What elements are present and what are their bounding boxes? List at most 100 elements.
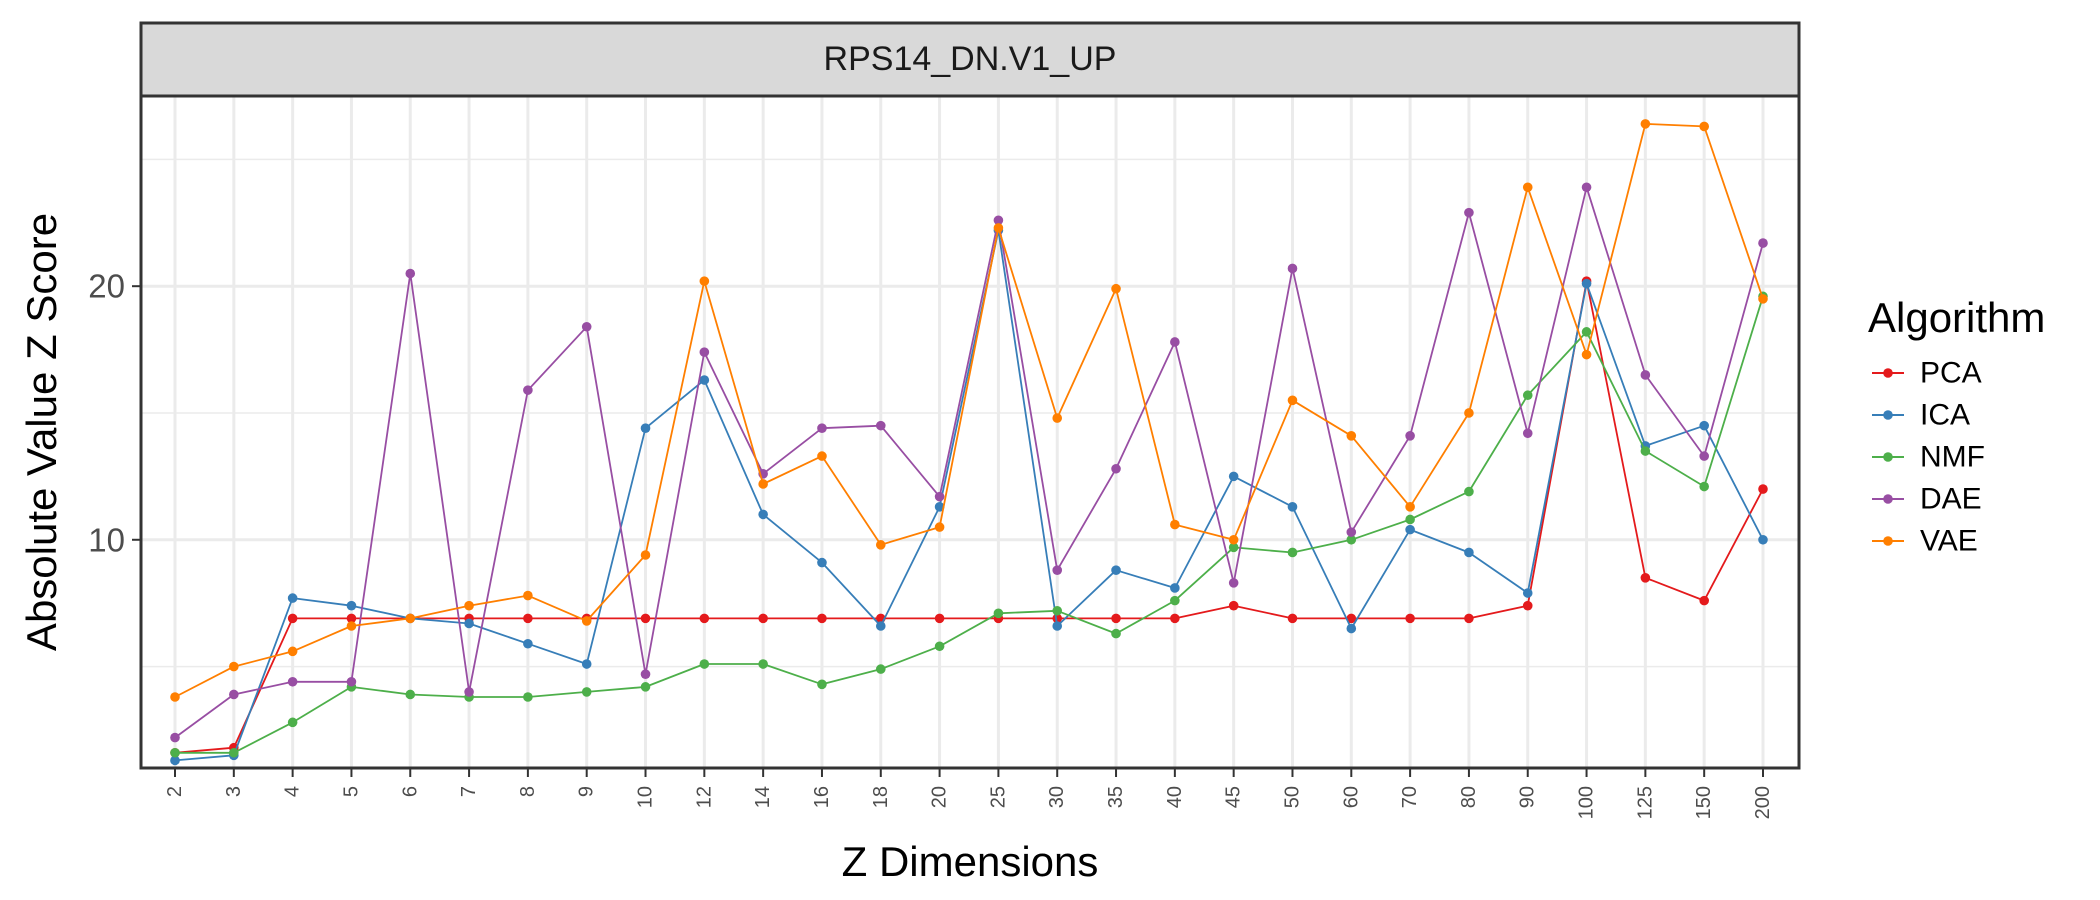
data-point-dae: [1581, 182, 1592, 193]
y-tick-label: 20: [88, 268, 125, 305]
data-point-vae: [993, 223, 1004, 233]
legend-label: DAE: [1920, 483, 1982, 516]
data-point-nmf: [170, 747, 180, 758]
data-point-pca: [640, 613, 651, 624]
data-point-dae: [287, 676, 298, 687]
data-point-ica: [758, 509, 768, 520]
legend: Algorithm PCA ICA NMF DAE VAE: [1868, 294, 2045, 558]
data-point-vae: [523, 590, 533, 601]
x-tick-label: 20: [929, 786, 951, 808]
data-point-dae: [1287, 263, 1298, 274]
data-point-pca: [1464, 613, 1474, 624]
data-point-ica: [1228, 471, 1239, 482]
y-tick-label: 10: [88, 521, 125, 558]
data-point-dae: [993, 215, 1004, 226]
legend-key-point: [1883, 536, 1893, 546]
x-tick-label: 4: [282, 786, 304, 797]
data-point-pca: [758, 613, 768, 624]
data-point-dae: [699, 347, 710, 357]
series-line-nmf: [175, 296, 1764, 754]
axes: 2 3 4 5 6 7 8 9 10 12 14 16 18 20 25 30 35 40 45 50 60 70 80 90…: [88, 268, 1774, 820]
series-line-pca: [174, 280, 1764, 754]
data-point-pca: [1346, 613, 1357, 624]
data-point-dae: [229, 689, 239, 700]
data-point-vae: [229, 661, 239, 672]
data-point-vae: [640, 550, 651, 560]
x-axis-title: Z Dimensions: [842, 838, 1099, 885]
data-point-nmf: [1699, 481, 1709, 492]
data-point-nmf: [1228, 542, 1239, 553]
data-point-nmf: [817, 679, 827, 690]
x-tick-label: 18: [870, 786, 892, 808]
legend-key-point: [1883, 452, 1893, 462]
series-ica: [170, 225, 1768, 766]
data-point-ica: [1522, 588, 1533, 598]
data-point-vae: [1522, 182, 1533, 193]
data-point-dae: [875, 420, 886, 431]
facet-title: RPS14_DN.V1_UP: [824, 40, 1117, 78]
legend-key-point: [1883, 494, 1893, 504]
data-point-pca: [346, 613, 357, 624]
data-point-nmf: [523, 692, 533, 702]
legend-label: NMF: [1920, 441, 1985, 474]
data-point-vae: [1287, 395, 1298, 406]
data-point-pca: [699, 613, 710, 624]
data-point-ica: [581, 659, 592, 669]
x-tick-label: 16: [811, 786, 833, 808]
data-point-nmf: [993, 608, 1004, 619]
data-point-dae: [1346, 527, 1357, 537]
data-point-dae: [1052, 565, 1063, 576]
data-point-nmf: [1581, 327, 1592, 337]
series-dae: [170, 182, 1768, 743]
data-point-vae: [758, 479, 768, 489]
data-point-dae: [1111, 463, 1121, 474]
x-tick-label: 8: [517, 786, 539, 797]
data-point-nmf: [934, 641, 945, 652]
data-point-dae: [817, 423, 827, 433]
data-point-pca: [1111, 613, 1121, 624]
data-point-ica: [523, 638, 533, 649]
data-point-dae: [1228, 578, 1239, 588]
data-point-ica: [1111, 565, 1121, 576]
data-point-dae: [1699, 451, 1709, 461]
x-tick-label: 7: [458, 786, 480, 797]
x-tick-label: 35: [1105, 786, 1127, 808]
data-point-ica: [699, 375, 710, 385]
data-point-dae: [1522, 428, 1533, 439]
data-point-nmf: [1640, 446, 1651, 456]
data-point-vae: [581, 616, 592, 626]
legend-title: Algorithm: [1868, 294, 2045, 341]
data-point-pca: [287, 613, 298, 624]
data-point-dae: [640, 669, 651, 679]
data-point-dae: [346, 676, 357, 687]
x-tick-label: 3: [223, 786, 245, 797]
facet-strip: [139, 21, 1801, 98]
data-point-dae: [581, 321, 592, 332]
data-point-pca: [1640, 573, 1651, 583]
data-point-nmf: [229, 747, 239, 758]
data-point-nmf: [1522, 390, 1533, 401]
data-point-nmf: [405, 689, 416, 700]
plot-border: [139, 94, 1801, 770]
legend-item-pca: PCA: [1872, 357, 1982, 390]
data-point-nmf: [1111, 628, 1121, 639]
y-axis-title: Absolute Value Z Score: [18, 213, 65, 651]
legend-item-dae: DAE: [1872, 483, 1982, 516]
data-point-nmf: [1052, 605, 1063, 616]
data-point-dae: [1758, 238, 1768, 248]
data-point-nmf: [1405, 514, 1415, 525]
data-point-dae: [170, 732, 180, 743]
data-point-vae: [699, 276, 710, 286]
legend-label: VAE: [1920, 525, 1978, 558]
data-point-pca: [934, 613, 945, 624]
data-point-nmf: [699, 659, 710, 669]
data-point-ica: [464, 618, 474, 629]
data-point-dae: [405, 268, 416, 279]
data-point-ica: [875, 621, 886, 631]
data-point-ica: [1758, 534, 1768, 545]
x-tick-label: 90: [1517, 786, 1539, 808]
data-point-nmf: [758, 659, 768, 669]
series-line-ica: [174, 229, 1764, 762]
data-point-vae: [1699, 121, 1709, 132]
x-tick-label: 70: [1399, 786, 1421, 808]
